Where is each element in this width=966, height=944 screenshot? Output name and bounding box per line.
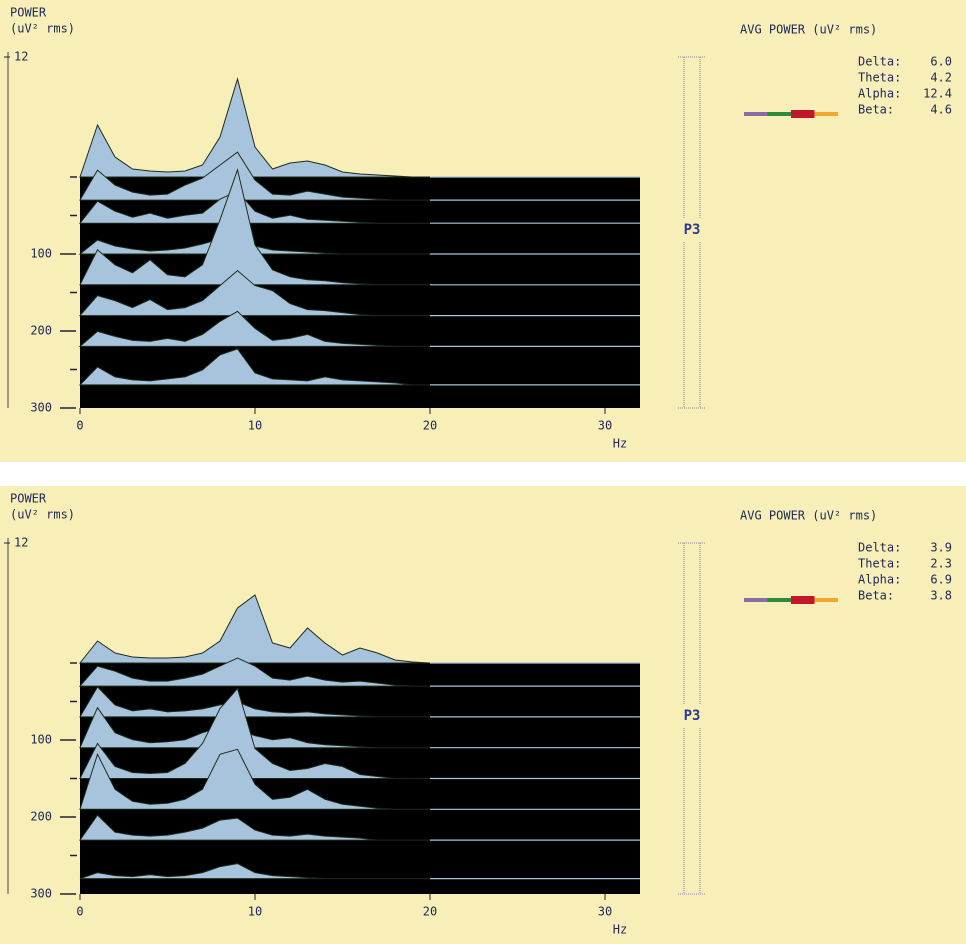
- y-tick-label: 200: [30, 810, 52, 824]
- band-name: Theta:: [858, 557, 901, 571]
- spectrum-trace: [78, 269, 430, 317]
- spectrum-trace: [79, 814, 430, 841]
- power-tick-label: 12: [14, 536, 28, 550]
- spectrum-trace: [79, 686, 430, 718]
- band-name: Theta:: [858, 71, 901, 85]
- spectrum-trace: [79, 687, 430, 779]
- band-value: 2.3: [930, 557, 952, 571]
- band-value: 6.9: [930, 573, 952, 587]
- power-unit: (uV² rms): [10, 22, 75, 36]
- spectrum-trace: [78, 310, 430, 347]
- band-color: [744, 112, 768, 116]
- band-value: 3.8: [930, 589, 952, 603]
- spectrum-trace: [79, 706, 430, 749]
- band-name: Alpha:: [858, 573, 901, 587]
- plot-background: [80, 177, 640, 408]
- band-value: 3.9: [930, 541, 952, 555]
- power-label: POWER: [10, 6, 47, 20]
- y-tick-label: 300: [30, 401, 52, 415]
- spectrum-trace: [79, 748, 430, 810]
- x-tick-label: 10: [248, 905, 262, 919]
- x-axis-label: Hz: [613, 437, 627, 451]
- legend-title: AVG POWER (uV² rms): [740, 23, 877, 37]
- spectrum-trace: [78, 190, 430, 224]
- spectrum-trace: [79, 151, 430, 201]
- y-tick-label: 200: [30, 324, 52, 338]
- spectrum-trace: [78, 657, 430, 687]
- x-tick-label: 20: [423, 419, 437, 433]
- band-color: [814, 112, 838, 116]
- band-name: Beta:: [858, 589, 894, 603]
- band-value: 12.4: [923, 87, 952, 101]
- spectrum-trace: [78, 594, 431, 664]
- band-value: 4.2: [930, 71, 952, 85]
- x-tick-label: 0: [76, 419, 83, 433]
- band-name: Delta:: [858, 541, 901, 555]
- band-color: [767, 112, 791, 116]
- channel-label: P3: [684, 708, 701, 724]
- band-name: Alpha:: [858, 87, 901, 101]
- spectrum-trace: [78, 348, 430, 386]
- y-tick-label: 300: [30, 887, 52, 901]
- spectrum-trace: [79, 77, 430, 178]
- band-name: Delta:: [858, 55, 901, 69]
- spectrum-trace: [79, 863, 430, 880]
- x-axis-label: Hz: [613, 923, 627, 937]
- power-tick-label: 12: [14, 50, 28, 64]
- band-value: 6.0: [930, 55, 952, 69]
- band-name: Beta:: [858, 103, 894, 117]
- legend-title: AVG POWER (uV² rms): [740, 509, 877, 523]
- band-color: [791, 596, 815, 604]
- x-tick-label: 30: [598, 419, 612, 433]
- band-color: [744, 598, 768, 602]
- band-value: 4.6: [930, 103, 952, 117]
- power-label: POWER: [10, 492, 47, 506]
- x-tick-label: 0: [76, 905, 83, 919]
- y-tick-label: 100: [30, 733, 52, 747]
- y-tick-label: 100: [30, 247, 52, 261]
- band-color: [767, 598, 791, 602]
- power-unit: (uV² rms): [10, 508, 75, 522]
- x-tick-label: 30: [598, 905, 612, 919]
- band-color: [814, 598, 838, 602]
- band-color: [791, 110, 815, 118]
- spectrum-trace: [79, 168, 430, 286]
- x-tick-label: 10: [248, 419, 262, 433]
- channel-label: P3: [684, 222, 701, 238]
- x-tick-label: 20: [423, 905, 437, 919]
